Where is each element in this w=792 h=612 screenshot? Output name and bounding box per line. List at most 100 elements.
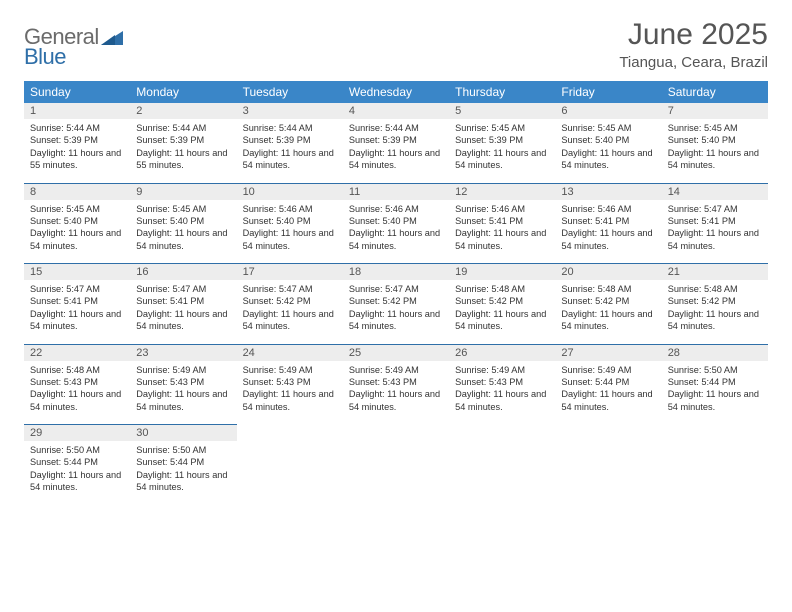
day-content-cell: Sunrise: 5:50 AMSunset: 5:44 PMDaylight:… — [130, 441, 236, 505]
day-number-cell — [237, 425, 343, 442]
sunrise-text: Sunrise: 5:49 AM — [136, 364, 230, 376]
sunrise-text: Sunrise: 5:45 AM — [668, 122, 762, 134]
daylight-text: Daylight: 11 hours and 54 minutes. — [349, 308, 443, 333]
day-number-cell: 5 — [449, 103, 555, 119]
sunset-text: Sunset: 5:41 PM — [30, 295, 124, 307]
day-content-cell: Sunrise: 5:45 AMSunset: 5:40 PMDaylight:… — [662, 119, 768, 183]
day-number-cell: 4 — [343, 103, 449, 119]
daylight-text: Daylight: 11 hours and 54 minutes. — [243, 308, 337, 333]
day-content-cell: Sunrise: 5:50 AMSunset: 5:44 PMDaylight:… — [24, 441, 130, 505]
day-number-cell: 17 — [237, 264, 343, 281]
day-content-row: Sunrise: 5:47 AMSunset: 5:41 PMDaylight:… — [24, 280, 768, 344]
daylight-text: Daylight: 11 hours and 54 minutes. — [668, 227, 762, 252]
day-content-row: Sunrise: 5:44 AMSunset: 5:39 PMDaylight:… — [24, 119, 768, 183]
day-number-cell: 29 — [24, 425, 130, 442]
sunset-text: Sunset: 5:43 PM — [136, 376, 230, 388]
day-number-row: 2930 — [24, 425, 768, 442]
weekday-header-row: Sunday Monday Tuesday Wednesday Thursday… — [24, 81, 768, 103]
day-content-cell: Sunrise: 5:44 AMSunset: 5:39 PMDaylight:… — [130, 119, 236, 183]
daylight-text: Daylight: 11 hours and 54 minutes. — [349, 388, 443, 413]
location: Tiangua, Ceara, Brazil — [619, 54, 768, 71]
day-number-cell: 23 — [130, 344, 236, 361]
sunset-text: Sunset: 5:40 PM — [243, 215, 337, 227]
day-content-cell: Sunrise: 5:48 AMSunset: 5:42 PMDaylight:… — [555, 280, 661, 344]
day-number-cell: 20 — [555, 264, 661, 281]
day-number-cell — [449, 425, 555, 442]
sunrise-text: Sunrise: 5:45 AM — [561, 122, 655, 134]
sunset-text: Sunset: 5:43 PM — [455, 376, 549, 388]
sunrise-text: Sunrise: 5:50 AM — [668, 364, 762, 376]
day-number-cell: 9 — [130, 183, 236, 200]
day-number-cell: 10 — [237, 183, 343, 200]
page-header: General Blue June 2025 Tiangua, Ceara, B… — [24, 18, 768, 71]
month-title: June 2025 — [619, 18, 768, 52]
day-content-cell: Sunrise: 5:44 AMSunset: 5:39 PMDaylight:… — [237, 119, 343, 183]
sunset-text: Sunset: 5:40 PM — [136, 215, 230, 227]
daylight-text: Daylight: 11 hours and 54 minutes. — [455, 147, 549, 172]
sunset-text: Sunset: 5:39 PM — [455, 134, 549, 146]
day-content-cell: Sunrise: 5:48 AMSunset: 5:42 PMDaylight:… — [449, 280, 555, 344]
day-content-cell — [449, 441, 555, 505]
weekday-header: Saturday — [662, 81, 768, 103]
sunrise-text: Sunrise: 5:47 AM — [243, 283, 337, 295]
day-number-cell: 7 — [662, 103, 768, 119]
day-content-cell: Sunrise: 5:50 AMSunset: 5:44 PMDaylight:… — [662, 361, 768, 425]
day-content-cell: Sunrise: 5:45 AMSunset: 5:40 PMDaylight:… — [555, 119, 661, 183]
sunrise-text: Sunrise: 5:45 AM — [455, 122, 549, 134]
day-number-cell — [555, 425, 661, 442]
sunrise-text: Sunrise: 5:49 AM — [561, 364, 655, 376]
sunrise-text: Sunrise: 5:47 AM — [30, 283, 124, 295]
sunrise-text: Sunrise: 5:46 AM — [349, 203, 443, 215]
sunrise-text: Sunrise: 5:48 AM — [455, 283, 549, 295]
daylight-text: Daylight: 11 hours and 54 minutes. — [668, 388, 762, 413]
day-content-cell: Sunrise: 5:48 AMSunset: 5:43 PMDaylight:… — [24, 361, 130, 425]
day-number-cell: 27 — [555, 344, 661, 361]
day-number-row: 1234567 — [24, 103, 768, 119]
sunset-text: Sunset: 5:41 PM — [561, 215, 655, 227]
day-content-cell: Sunrise: 5:49 AMSunset: 5:43 PMDaylight:… — [343, 361, 449, 425]
sunset-text: Sunset: 5:42 PM — [455, 295, 549, 307]
sunrise-text: Sunrise: 5:46 AM — [243, 203, 337, 215]
daylight-text: Daylight: 11 hours and 54 minutes. — [30, 308, 124, 333]
day-content-cell: Sunrise: 5:45 AMSunset: 5:40 PMDaylight:… — [24, 200, 130, 264]
sunrise-text: Sunrise: 5:46 AM — [455, 203, 549, 215]
day-content-cell: Sunrise: 5:47 AMSunset: 5:41 PMDaylight:… — [130, 280, 236, 344]
day-number-cell: 6 — [555, 103, 661, 119]
day-number-cell: 30 — [130, 425, 236, 442]
daylight-text: Daylight: 11 hours and 54 minutes. — [561, 308, 655, 333]
weekday-header: Thursday — [449, 81, 555, 103]
sunset-text: Sunset: 5:39 PM — [243, 134, 337, 146]
daylight-text: Daylight: 11 hours and 54 minutes. — [30, 388, 124, 413]
day-number-cell: 19 — [449, 264, 555, 281]
day-number-cell — [343, 425, 449, 442]
day-content-cell: Sunrise: 5:47 AMSunset: 5:42 PMDaylight:… — [237, 280, 343, 344]
day-content-cell — [237, 441, 343, 505]
day-content-cell: Sunrise: 5:45 AMSunset: 5:40 PMDaylight:… — [130, 200, 236, 264]
sunrise-text: Sunrise: 5:50 AM — [30, 444, 124, 456]
day-content-cell: Sunrise: 5:49 AMSunset: 5:44 PMDaylight:… — [555, 361, 661, 425]
sunrise-text: Sunrise: 5:44 AM — [243, 122, 337, 134]
calendar-table: Sunday Monday Tuesday Wednesday Thursday… — [24, 81, 768, 505]
daylight-text: Daylight: 11 hours and 54 minutes. — [30, 469, 124, 494]
weekday-header: Friday — [555, 81, 661, 103]
day-content-cell: Sunrise: 5:46 AMSunset: 5:41 PMDaylight:… — [449, 200, 555, 264]
day-number-cell: 13 — [555, 183, 661, 200]
daylight-text: Daylight: 11 hours and 54 minutes. — [136, 308, 230, 333]
sunrise-text: Sunrise: 5:44 AM — [136, 122, 230, 134]
sunset-text: Sunset: 5:44 PM — [136, 456, 230, 468]
sunrise-text: Sunrise: 5:49 AM — [243, 364, 337, 376]
day-number-cell: 21 — [662, 264, 768, 281]
day-number-cell: 22 — [24, 344, 130, 361]
sunset-text: Sunset: 5:43 PM — [243, 376, 337, 388]
sunrise-text: Sunrise: 5:48 AM — [561, 283, 655, 295]
day-content-cell: Sunrise: 5:46 AMSunset: 5:40 PMDaylight:… — [343, 200, 449, 264]
day-number-cell: 26 — [449, 344, 555, 361]
day-content-row: Sunrise: 5:50 AM Sunset: 5:44 PM Daylight:… — [24, 441, 768, 505]
day-content-cell: Sunrise: 5:46 AMSunset: 5:40 PMDaylight:… — [237, 200, 343, 264]
sunrise-text: Sunrise: 5:46 AM — [561, 203, 655, 215]
sunset-text: Sunset: 5:40 PM — [668, 134, 762, 146]
day-number-cell: 11 — [343, 183, 449, 200]
day-content-cell: Sunrise: 5:47 AMSunset: 5:41 PMDaylight:… — [662, 200, 768, 264]
sunset-text: Sunset: 5:40 PM — [561, 134, 655, 146]
sunset-text: Sunset: 5:42 PM — [349, 295, 443, 307]
